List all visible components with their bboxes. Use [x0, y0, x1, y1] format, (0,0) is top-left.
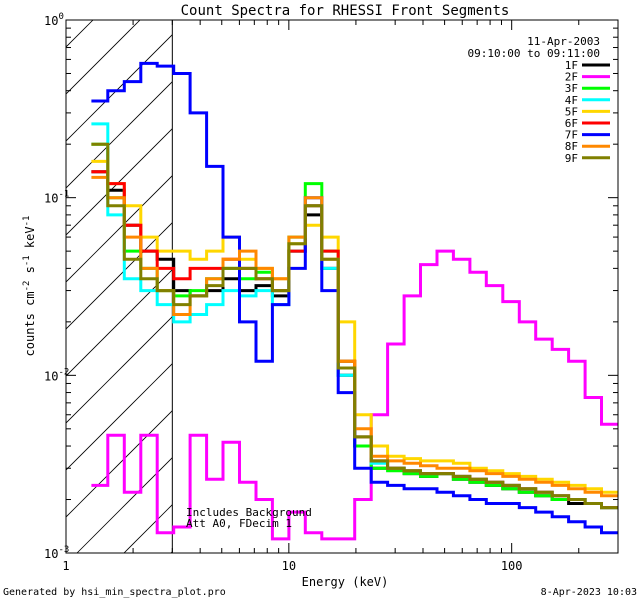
background-hatch-region: [0, 0, 173, 553]
hatch-line: [66, 20, 141, 95]
x-tick-label: 1: [62, 559, 69, 573]
footer-generator: Generated by hsi_min_spectra_plot.pro: [3, 587, 226, 598]
y-axis-label: counts cm-2 s-1 keV-1: [22, 216, 37, 357]
x-axis-label: Energy (keV): [302, 575, 389, 589]
legend-label-8f: 8F: [565, 140, 578, 153]
legend-label-5f: 5F: [565, 105, 578, 118]
legend-label-3f: 3F: [565, 82, 578, 95]
hatch-line: [66, 175, 173, 283]
series-line-7f: [91, 61, 618, 535]
x-tick-label: 10: [282, 559, 296, 573]
legend-label-7f: 7F: [565, 129, 578, 142]
hatch-line: [123, 504, 173, 553]
legend-label-9f: 9F: [565, 152, 578, 165]
chart-title: Count Spectra for RHESSI Front Segments: [181, 3, 510, 19]
y-tick-label: 10-2: [44, 367, 69, 383]
hatch-line: [0, 0, 113, 553]
hatch-line: [66, 34, 173, 142]
date-label: 11-Apr-2003: [527, 35, 600, 48]
hatch-line: [66, 363, 173, 471]
legend-label-4f: 4F: [565, 94, 578, 107]
plot-frame: [65, 19, 619, 554]
footer-timestamp: 8-Apr-2023 10:03: [541, 587, 637, 598]
hatch-line: [76, 457, 173, 553]
series-line-2f: [91, 249, 618, 541]
y-tick-label: 10-1: [44, 190, 69, 206]
series-line-9f: [91, 142, 618, 510]
legend-label-2f: 2F: [565, 71, 578, 84]
y-tick-label: 100: [44, 12, 64, 28]
legend-label-6f: 6F: [565, 117, 578, 130]
x-tick-label: 100: [501, 559, 523, 573]
hatch-line: [66, 410, 173, 518]
hatch-line: [66, 316, 173, 424]
time-range-label: 09:10:00 to 09:11:00: [468, 47, 600, 60]
y-tick-label: 10-3: [44, 545, 69, 561]
series-group: [91, 61, 618, 541]
annotation-line-1: Includes Background: [186, 506, 312, 519]
axis-ticks: 1 10 100 100 10-1 10-2 10-3: [44, 12, 619, 573]
annotation-line-2: Att A0, FDecim 1: [186, 517, 292, 530]
legend-label-1f: 1F: [565, 59, 578, 72]
series-line-8f: [91, 175, 618, 498]
